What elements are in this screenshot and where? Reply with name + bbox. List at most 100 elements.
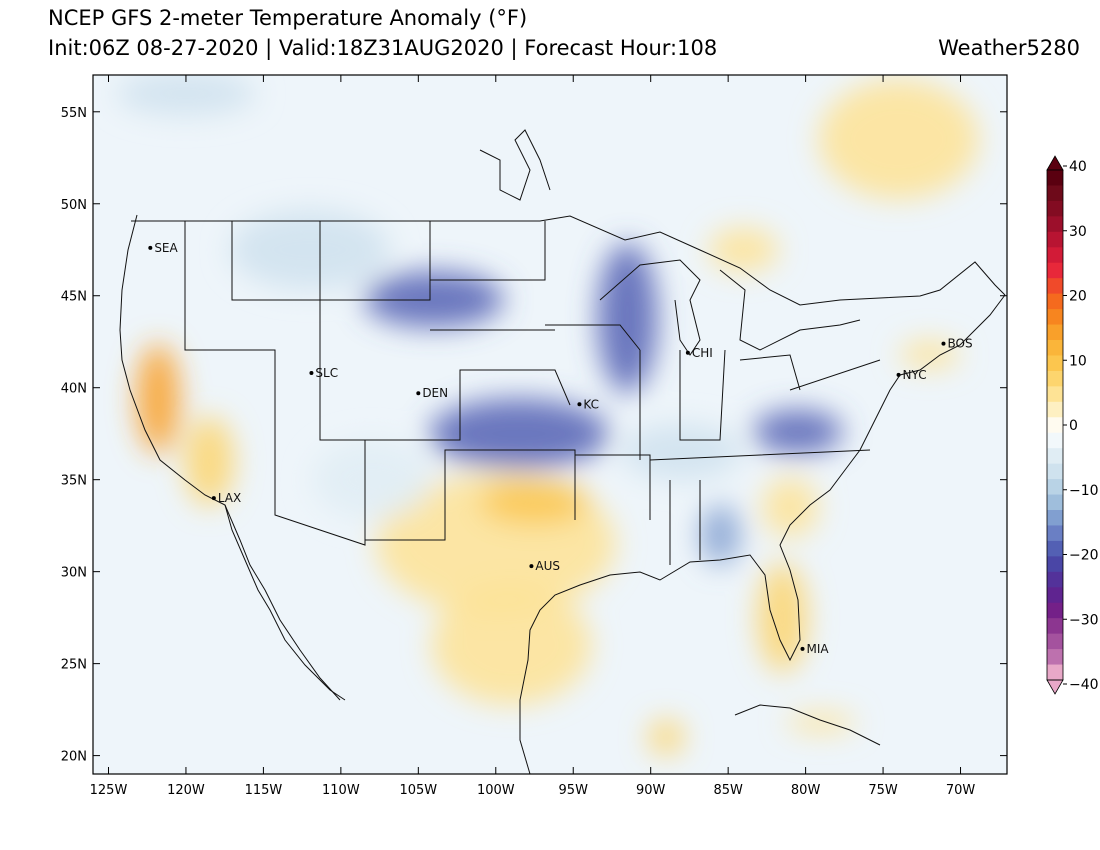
anomaly-region [752,409,843,454]
lat-tick-label: 55N [61,106,87,121]
colorbar-bin [1047,633,1063,650]
colorbar-bin [1047,432,1063,449]
longitude-axis: 125W 120W 115W 110W 105W 100W 95W 90W 85W 80W 75W 7… [90,75,976,798]
colorbar-bin [1047,231,1063,248]
colorbar-bin [1047,370,1063,387]
anomaly-region [762,477,819,538]
us-canada-border [131,215,1006,306]
city-label: SLC [315,366,338,380]
anomaly-region [757,562,808,673]
anomaly-region [136,343,181,454]
colorbar-bin [1047,170,1063,186]
city-dot [148,245,153,250]
lon-tick-label: 80W [791,783,821,798]
lon-tick-label: 90W [636,783,666,798]
lon-tick-label: 95W [559,783,589,798]
colorbar-label: −10 [1069,483,1099,499]
lon-tick-label: 110W [322,783,360,798]
city-dot [577,402,582,407]
colorbar-bin [1047,386,1063,403]
lon-tick-label: 100W [477,783,515,798]
lon-tick-label: 120W [167,783,205,798]
gulf-coast [519,294,1006,774]
city-label: BOS [947,337,972,351]
colorbar-label: 40 [1069,159,1087,175]
colorbar-bin [1047,649,1063,666]
anomaly-region [700,504,741,565]
state-lines [184,221,881,565]
colorbar-bin [1047,525,1063,542]
colorbar-label: 30 [1069,224,1087,240]
colorbar-bin [1047,494,1063,511]
colorbar-bin [1047,571,1063,588]
colorbar-top-arrow [1046,155,1064,171]
colorbar-bin [1047,556,1063,573]
lat-tick-label: 20N [61,750,87,765]
pacific-coast [119,214,346,701]
anomaly-region [363,271,504,328]
lat-tick-label: 45N [61,290,87,305]
great-lakes [599,259,861,356]
colorbar-bin [1047,587,1063,604]
colorbar-bin [1047,479,1063,496]
city-label: CHI [692,346,713,360]
anomaly-region [479,479,590,524]
colorbar-label: 0 [1069,418,1078,434]
city-dot [211,496,216,501]
city-label: AUS [535,559,560,573]
colorbar-bin [1047,463,1063,480]
city-markers: SEA SLC DEN KC CHI NYC BOS LAX AUS MIA [148,241,973,656]
colorbar-bin [1047,355,1063,372]
cuba [734,704,881,746]
anomaly-region [229,209,390,290]
lon-tick-label: 85W [713,783,743,798]
city-dot [800,646,805,651]
city-label: DEN [422,386,448,400]
anomaly-region [429,398,610,469]
city-label: KC [583,397,599,411]
lon-tick-label: 70W [946,783,976,798]
anomaly-region [115,75,256,116]
anomaly-region [786,712,857,733]
latitude-axis: 20N 25N 30N 35N 40N 45N 50N 55N [61,106,1007,765]
brand-label: Weather5280 [938,36,1080,60]
lat-tick-label: 25N [61,658,87,673]
lat-tick-label: 35N [61,474,87,489]
colorbar-bin [1047,216,1063,233]
colorbar-bin [1047,185,1063,202]
colorbar-label: 10 [1069,353,1087,369]
anomaly-region [648,719,685,756]
map-subtitle: Init:06Z 08-27-2020 | Valid:18Z31AUG2020… [48,36,718,60]
city-dot [941,341,946,346]
boundaries [119,129,1006,774]
map-title: NCEP GFS 2-meter Temperature Anomaly (°F… [48,6,528,30]
colorbar-bin [1047,247,1063,264]
plot-frame [92,74,1008,775]
colorbar-bin [1047,618,1063,635]
colorbar-bin [1047,401,1063,418]
colorbar-bin [1047,448,1063,465]
city-label: SEA [154,241,178,255]
lat-tick-label: 50N [61,198,87,213]
colorbar: 40 30 20 10 0 −10 −20 −30 −40 [1046,155,1099,695]
lon-tick-label: 115W [245,783,283,798]
anomaly-region [431,585,592,706]
anomaly-region [621,424,742,481]
anomaly-region [184,416,235,507]
colorbar-bin [1047,510,1063,526]
city-dot [896,372,901,377]
colorbar-label: −20 [1069,548,1099,564]
lon-tick-label: 75W [868,783,898,798]
colorbar-bin [1047,278,1063,295]
city-dot [416,391,421,396]
colorbar-bin [1047,293,1063,310]
city-dot [685,350,690,355]
anomaly-region [597,242,658,393]
colorbar-bin [1047,417,1063,434]
anomaly-field [115,75,979,756]
baja-peninsula [224,504,341,701]
lat-tick-label: 30N [61,566,87,581]
anomaly-region [708,227,779,272]
lat-tick-label: 40N [61,382,87,397]
